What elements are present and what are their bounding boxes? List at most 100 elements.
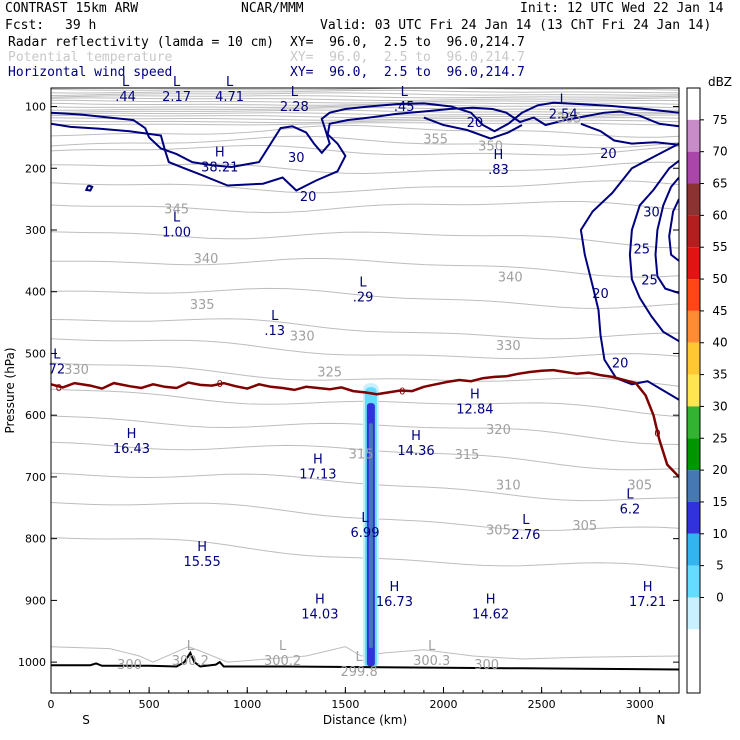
y-tick-label: 100: [25, 101, 46, 114]
colorbar-swatch: [687, 342, 700, 375]
y-tick-label: 700: [25, 471, 46, 484]
extremum-marker: L: [359, 275, 367, 290]
extremum-value: 17.21: [629, 595, 666, 610]
extremum-marker: L: [428, 639, 436, 654]
theta-contour: [51, 145, 679, 156]
extremum-marker: H: [127, 427, 137, 442]
freezing-level-label: 0: [654, 428, 660, 439]
extremum-value: 16.43: [113, 442, 150, 457]
colorbar-swatch: [687, 88, 700, 120]
theta-contour: [51, 161, 679, 175]
colorbar-swatch: [687, 661, 700, 693]
x-tick-label: 0: [48, 698, 55, 711]
fcst-label: Fcst:: [5, 18, 45, 33]
surface-line: [51, 650, 679, 671]
theta-contour: [51, 258, 679, 278]
wind-contour-label: 20: [600, 147, 617, 162]
theta-contour: [51, 95, 679, 99]
colorbar-swatch: [687, 470, 700, 502]
extremum-marker: L: [560, 93, 568, 108]
colorbar-level-label: 5: [716, 559, 724, 573]
field-1-xy: XY= 96.0, 2.5 to 96.0,214.7: [290, 35, 525, 50]
theta-contour-label: 365: [557, 112, 582, 127]
field-3-name: Horizontal wind speed: [8, 65, 173, 80]
colorbar-level-label: 20: [712, 463, 727, 477]
theta-contour: [51, 119, 679, 124]
colorbar-level-label: 60: [712, 208, 727, 222]
extremum-value: 17.13: [299, 467, 336, 482]
theta-contour-label: 320: [486, 423, 511, 438]
x-axis-label: Distance (km): [323, 713, 407, 727]
extremum-marker: H: [494, 148, 504, 163]
y-tick-label: 300: [25, 224, 46, 237]
extremum-marker: L: [355, 650, 363, 665]
wind-contour-label: 20: [300, 190, 317, 205]
extremum-value: 300.3: [413, 654, 450, 669]
x-tick-label: 500: [139, 698, 160, 711]
extremum-marker: L: [271, 309, 279, 324]
colorbar-swatch: [687, 438, 700, 471]
x-tick-label: 1500: [331, 698, 359, 711]
colorbar-swatch: [687, 374, 700, 407]
theta-contour-label: 350: [478, 139, 503, 154]
colorbar-level-label: 10: [712, 527, 727, 541]
colorbar-frame: [686, 87, 701, 694]
extremum-value: 2.17: [162, 90, 191, 105]
theta-contour: [51, 287, 679, 310]
theta-contour: [51, 135, 679, 149]
extremum-marker: L: [522, 513, 530, 528]
theta-contour: [51, 99, 679, 104]
colorbar-unit: dBZ: [708, 75, 732, 89]
y-tick-label: 400: [25, 286, 46, 299]
extremum-marker: H: [215, 146, 225, 161]
freezing-level-label: 0: [217, 379, 223, 390]
colorbar-level-label: 15: [712, 495, 727, 509]
wind-contour-label: 30: [288, 151, 305, 166]
theta-contour-label: 340: [194, 252, 219, 267]
colorbar-level-label: 55: [712, 240, 727, 254]
extremum-value: 14.36: [397, 444, 434, 459]
extremum-marker: L: [291, 85, 299, 100]
extremum-value: 12.84: [456, 403, 493, 418]
theta-contour-label: 330: [496, 339, 521, 354]
theta-contour: [51, 97, 679, 101]
colorbar-level-label: 0: [716, 590, 724, 604]
colorbar-swatch: [687, 406, 700, 439]
extremum-marker: L: [122, 75, 130, 90]
y-tick-label: 600: [25, 409, 46, 422]
theta-contour-label: 305: [627, 478, 652, 493]
theta-contour: [51, 338, 679, 360]
wind-contour: [654, 176, 679, 294]
colorbar-level-label: 35: [712, 368, 727, 382]
theta-contour: [51, 104, 679, 109]
wind-contour: [84, 184, 94, 192]
theta-contour-label: 310: [496, 478, 521, 493]
y-tick-label: 1000: [18, 656, 46, 669]
theta-contour-label: 330: [290, 330, 315, 345]
extremum-marker: H: [390, 580, 400, 595]
wind-contour: [51, 106, 679, 192]
colorbar-level-label: 50: [712, 272, 727, 286]
theta-contour-label: 305: [486, 523, 511, 538]
colorbar-swatch: [687, 119, 700, 152]
extremum-value: .45: [394, 100, 415, 115]
colorbar-swatch: [687, 215, 700, 248]
extremum-marker: H: [315, 593, 325, 608]
extremum-value: 300.2: [172, 654, 209, 669]
colorbar-level-label: 25: [712, 431, 727, 445]
extremum-marker: H: [197, 540, 207, 555]
wind-contour: [423, 116, 523, 140]
extremum-value: .29: [353, 290, 374, 305]
colorbar-swatch: [687, 533, 700, 566]
extremum-value: 2.76: [511, 528, 540, 543]
colorbar-level-label: 45: [712, 304, 727, 318]
extremum-value: .13: [264, 324, 285, 339]
x-axis-south-label: S: [82, 713, 90, 727]
x-tick-label: 2000: [430, 698, 458, 711]
extremum-value: 16.73: [376, 595, 413, 610]
colorbar-swatch: [687, 565, 700, 598]
wind-contour-label: 20: [612, 357, 629, 372]
x-tick-label: 2500: [528, 698, 556, 711]
theta-contour-label: 300: [117, 658, 142, 673]
extremum-marker: L: [626, 488, 634, 503]
